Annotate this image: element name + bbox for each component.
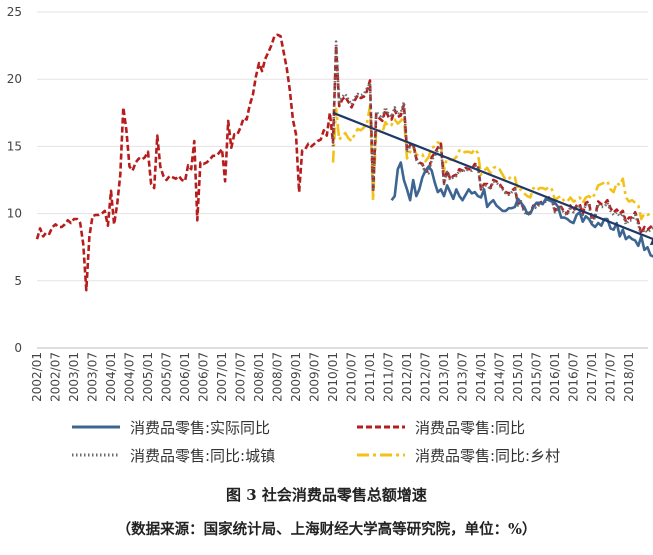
legend-swatch-rural: [357, 453, 405, 457]
x-tick-label: 2009/01: [289, 352, 303, 402]
x-tick-label: 2004/01: [104, 352, 118, 402]
x-tick-label: 2014/07: [493, 352, 507, 402]
y-tick-label: 10: [7, 207, 22, 221]
x-tick-label: 2004/07: [123, 352, 137, 402]
x-tick-label: 2006/07: [197, 352, 211, 402]
y-tick-label: 15: [7, 139, 22, 153]
y-tick-label: 25: [7, 5, 22, 19]
x-tick-label: 2015/01: [511, 352, 525, 402]
x-tick-label: 2018/01: [622, 352, 636, 402]
x-tick-label: 2014/01: [474, 352, 488, 402]
x-tick-label: 2003/07: [86, 352, 100, 402]
x-tick-label: 2007/07: [234, 352, 248, 402]
x-tick-label: 2006/01: [178, 352, 192, 402]
x-tick-label: 2015/07: [530, 352, 544, 402]
trend-line: [332, 111, 653, 241]
figure-source: （数据来源：国家统计局、上海财经大学高等研究院，单位：%）: [116, 521, 537, 538]
x-tick-label: 2013/07: [456, 352, 470, 402]
x-tick-label: 2012/01: [400, 352, 414, 402]
x-tick-label: 2008/07: [271, 352, 285, 402]
figure-title: 图 3 社会消费品零售总额增速: [226, 486, 427, 504]
legend-swatch-yoy: [357, 425, 405, 429]
grid: [37, 11, 648, 349]
legend-label-yoy: 消费品零售:同比: [415, 418, 526, 437]
x-tick-label: 2005/01: [141, 352, 155, 402]
x-tick-label: 2013/01: [437, 352, 451, 402]
legend-row: 消费品零售:实际同比 消费品零售:同比: [70, 413, 640, 441]
series-line: [331, 104, 653, 221]
x-tick-label: 2017/07: [604, 352, 618, 402]
series-line: [390, 161, 653, 258]
legend: 消费品零售:实际同比 消费品零售:同比 消费品零售:同比:城镇 消费品零售:同比…: [70, 413, 640, 469]
y-axis: 0 5 10 15 20 25: [7, 5, 22, 355]
legend-swatch-real-yoy: [72, 425, 120, 429]
legend-item-rural: 消费品零售:同比:乡村: [355, 445, 640, 466]
legend-row: 消费品零售:同比:城镇 消费品零售:同比:乡村: [70, 441, 640, 469]
x-tick-label: 2012/07: [419, 352, 433, 402]
series-layer: [35, 33, 653, 292]
x-tick-label: 2010/01: [326, 352, 340, 402]
x-tick-label: 2016/07: [567, 352, 581, 402]
x-tick-label: 2003/01: [67, 352, 81, 402]
x-tick-label: 2007/01: [215, 352, 229, 402]
series-line: [35, 33, 653, 292]
x-tick-label: 2017/01: [585, 352, 599, 402]
x-tick-label: 2002/01: [30, 352, 44, 402]
x-tick-label: 2011/01: [363, 352, 377, 402]
y-tick-label: 5: [14, 274, 22, 288]
x-tick-label: 2002/07: [49, 352, 63, 402]
legend-label-urban: 消费品零售:同比:城镇: [130, 446, 276, 465]
x-tick-label: 2008/01: [252, 352, 266, 402]
legend-label-real-yoy: 消费品零售:实际同比: [130, 418, 271, 437]
x-tick-label: 2010/07: [345, 352, 359, 402]
x-tick-label: 2016/01: [548, 352, 562, 402]
x-tick-label: 2011/07: [382, 352, 396, 402]
y-tick-label: 0: [14, 341, 22, 355]
legend-swatch-urban: [72, 453, 120, 457]
legend-label-rural: 消费品零售:同比:乡村: [415, 446, 561, 465]
x-tick-label: 2005/07: [160, 352, 174, 402]
x-axis: 2002/01 2002/07 2003/01 2003/07 2004/01 2004/…: [30, 352, 636, 402]
trend-arrowhead: [649, 235, 653, 246]
legend-item-urban: 消费品零售:同比:城镇: [70, 445, 355, 466]
x-tick-label: 2009/07: [308, 352, 322, 402]
legend-item-real-yoy: 消费品零售:实际同比: [70, 417, 355, 438]
trend-layer: [332, 111, 653, 246]
legend-item-yoy: 消费品零售:同比: [355, 417, 640, 438]
y-tick-label: 20: [7, 72, 22, 86]
series-line: [331, 40, 653, 238]
